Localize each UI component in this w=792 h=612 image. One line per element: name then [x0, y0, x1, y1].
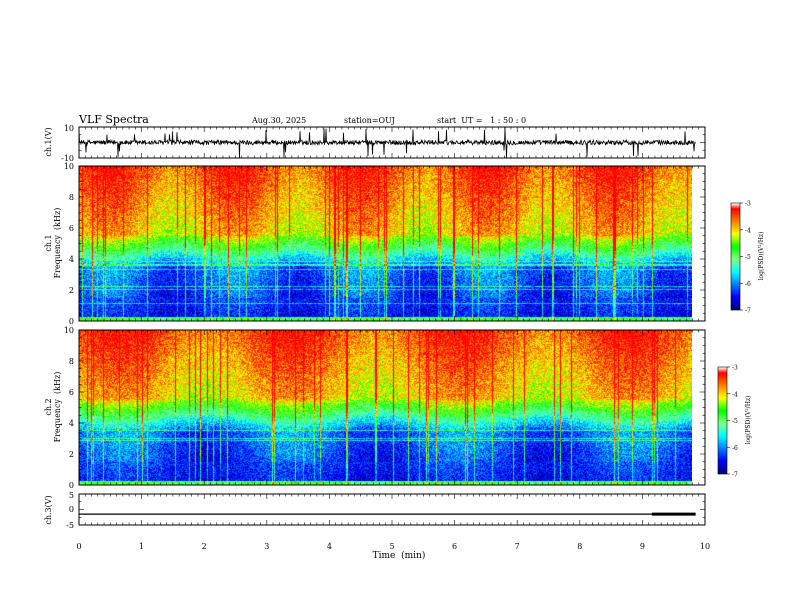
- colorbar-tick-label: -7: [732, 472, 738, 479]
- ch2-spectrogram-panel: 0 2 4 6 8 10 ch.2 Frequency (kHz) -3 -4 -5 -6 -7 …: [44, 326, 752, 490]
- x-tick-label: 7: [515, 542, 520, 551]
- colorbar-tick-label: -7: [745, 308, 751, 315]
- colorbar-tick-label: -5: [745, 254, 751, 261]
- figure-title: VLF Spectra: [78, 113, 149, 126]
- ch3-ytick-top: 5: [69, 491, 74, 500]
- ch1-waveform-ylabel: ch.1(V): [44, 127, 53, 156]
- ch2-spectrogram-ticks: [78, 329, 706, 486]
- x-tick-label: 1: [139, 542, 144, 551]
- ch3-ytick-middle: 0: [69, 505, 74, 514]
- y-tick-label: 8: [69, 193, 74, 202]
- x-axis-tick-labels: 0 1 2 3 4 5 6 7 8 9 10: [76, 542, 710, 551]
- y-tick-label: 4: [69, 255, 74, 264]
- colorbar-tick-label: -5: [732, 418, 738, 425]
- ch2-spectrogram-ylabel-channel: ch.2: [44, 398, 53, 415]
- colorbar-tick-label: -6: [745, 281, 751, 288]
- colorbar-tick-label: -4: [745, 227, 751, 234]
- ch1-spectrogram-ytick-labels: 0 2 4 6 8 10: [64, 162, 74, 326]
- ch2-colorbar-ticks: -3 -4 -5 -6 -7: [727, 365, 738, 479]
- y-tick-label: 10: [64, 326, 74, 335]
- ch1-colorbar-label: log(PSD)(V²/Hz): [758, 232, 765, 281]
- ch1-colorbar: -3 -4 -5 -6 -7 log(PSD)(V²/Hz): [730, 201, 765, 315]
- ch3-waveform-panel: 5 0 -5 ch.3(V): [44, 491, 706, 530]
- x-tick-label: 5: [389, 542, 394, 551]
- x-tick-label: 0: [76, 542, 81, 551]
- ch1-ytick-bottom: -10: [61, 154, 74, 163]
- ch1-ytick-top: 10: [64, 124, 74, 133]
- ch2-colorbar-gradient: [718, 367, 727, 474]
- x-tick-label: 9: [640, 542, 645, 551]
- ch1-spectrogram-ylabel-channel: ch.1: [44, 234, 53, 251]
- ch1-colorbar-gradient: [731, 203, 740, 310]
- ch1-spectrogram-image: [79, 166, 692, 321]
- ch2-colorbar-label: log(PSD)(V²/Hz): [745, 396, 752, 445]
- ch1-colorbar-ticks: -3 -4 -5 -6 -7: [740, 201, 751, 315]
- date-label: Aug.30, 2025: [251, 116, 306, 125]
- y-tick-label: 0: [69, 317, 74, 326]
- y-tick-label: 10: [64, 162, 74, 171]
- ch1-spectrogram-ylabel-frequency: Frequency (kHz): [53, 208, 62, 279]
- y-tick-label: 8: [69, 357, 74, 366]
- ch3-waveform-ticks: [78, 493, 706, 526]
- colorbar-tick-label: -4: [732, 391, 738, 398]
- colorbar-tick-label: -3: [732, 365, 738, 372]
- ch2-spectrogram-ylabel-frequency: Frequency (kHz): [53, 372, 62, 443]
- x-axis-label: Time (min): [373, 550, 426, 561]
- x-tick-label: 6: [452, 542, 457, 551]
- ch1-waveform-trace: [78, 127, 696, 158]
- ch1-spectrogram-panel: 0 2 4 6 8 10 ch.1 Frequency (kHz) -3 -4 -5 -6 -7 …: [44, 162, 765, 326]
- y-tick-label: 4: [69, 419, 74, 428]
- y-tick-label: 2: [69, 450, 74, 459]
- y-tick-label: 2: [69, 286, 74, 295]
- ch3-waveform-ylabel: ch.3(V): [44, 495, 53, 524]
- ch2-spectrogram-image: [79, 330, 692, 485]
- start-time-label: start UT = 1 : 50 : 0: [437, 116, 526, 125]
- y-tick-label: 0: [69, 481, 74, 490]
- station-label: station=OUJ: [344, 116, 395, 125]
- x-tick-label: 2: [202, 542, 207, 551]
- colorbar-tick-label: -3: [745, 201, 751, 208]
- ch2-colorbar: -3 -4 -5 -6 -7 log(PSD)(V²/Hz): [717, 365, 752, 479]
- ch1-spectrogram-ticks: [78, 165, 706, 322]
- ch1-waveform-ticks: [78, 126, 706, 159]
- ch2-spectrogram-ytick-labels: 0 2 4 6 8 10: [64, 326, 74, 490]
- ch1-waveform-panel: 10 -10 ch.1(V): [44, 124, 706, 163]
- y-tick-label: 6: [69, 224, 74, 233]
- x-tick-label: 3: [264, 542, 269, 551]
- x-tick-label: 4: [327, 542, 332, 551]
- ch3-ytick-bottom: -5: [66, 521, 74, 530]
- colorbar-tick-label: -6: [732, 445, 738, 452]
- x-tick-label: 8: [577, 542, 582, 551]
- y-tick-label: 6: [69, 388, 74, 397]
- x-tick-label: 10: [700, 542, 710, 551]
